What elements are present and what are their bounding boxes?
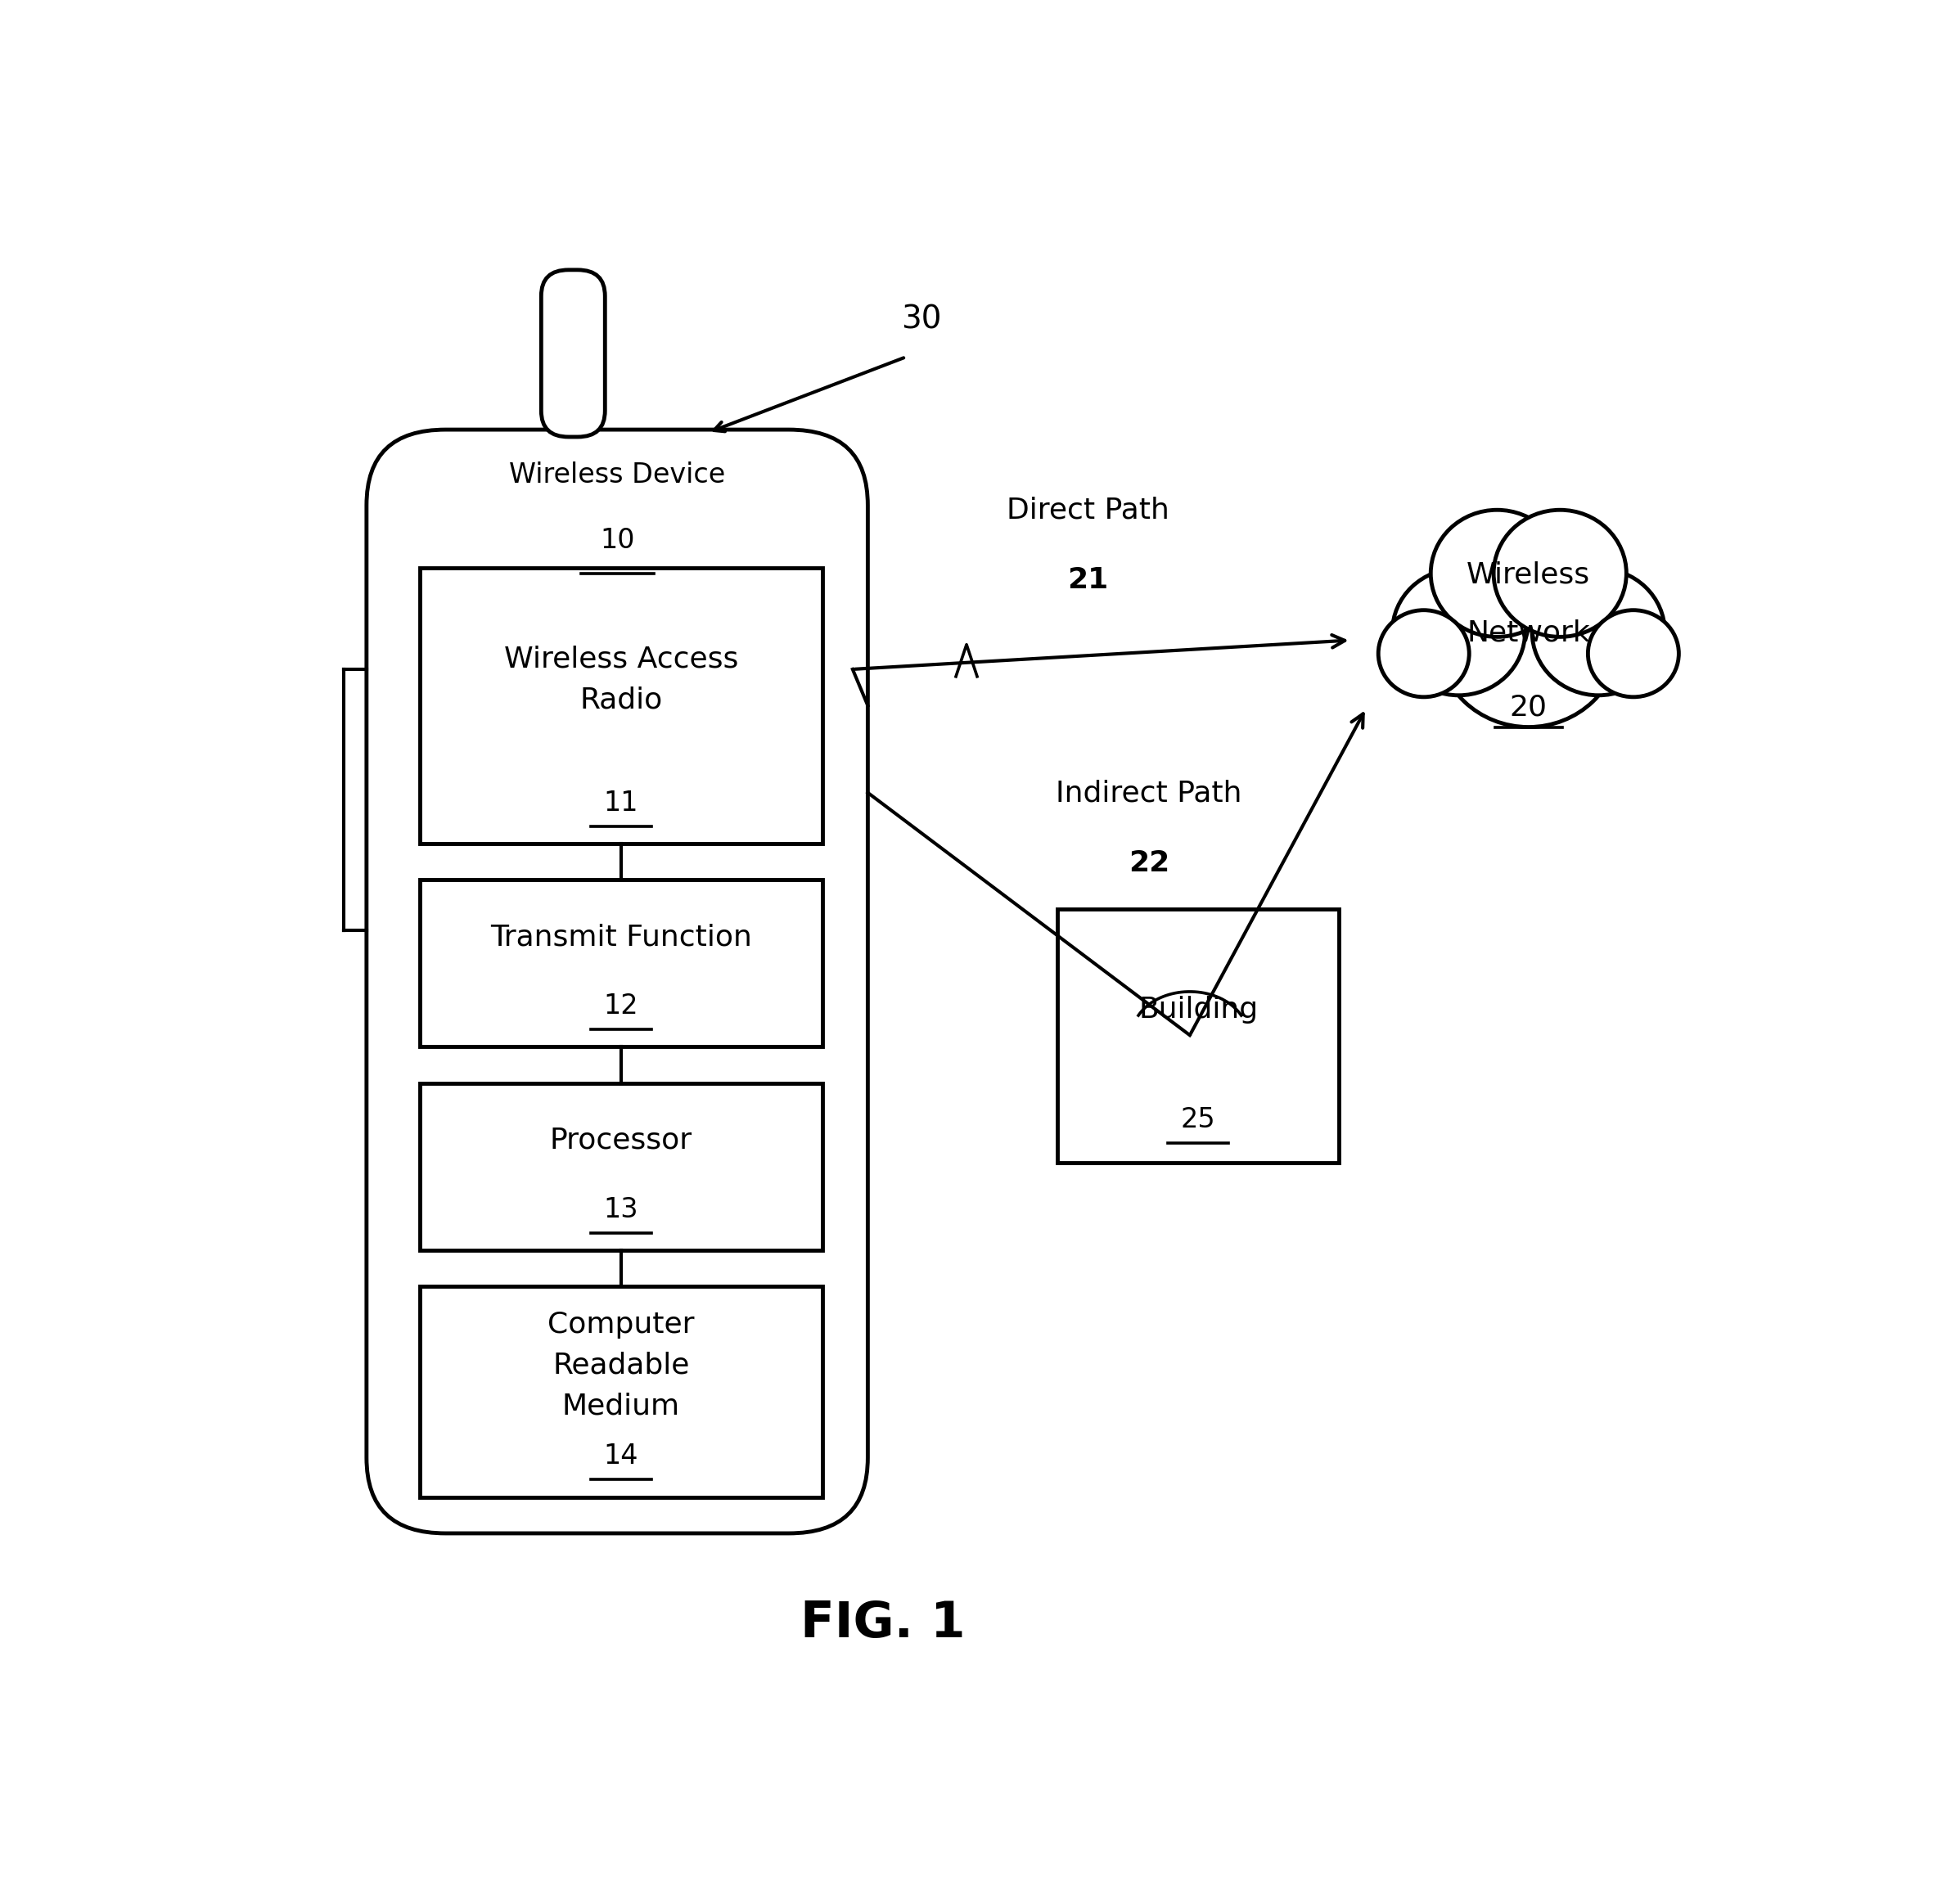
- Text: 20: 20: [1509, 692, 1546, 720]
- Text: Medium: Medium: [563, 1392, 680, 1420]
- Text: Wireless Access: Wireless Access: [504, 645, 739, 673]
- Text: Direct Path: Direct Path: [1007, 496, 1170, 524]
- Bar: [419, 1083, 823, 1250]
- Text: Radio: Radio: [580, 687, 662, 713]
- Bar: [419, 1286, 823, 1497]
- Text: 30: 30: [902, 304, 941, 336]
- Text: Computer: Computer: [547, 1311, 694, 1339]
- Bar: [419, 879, 823, 1047]
- Text: 14: 14: [604, 1443, 639, 1469]
- Text: 12: 12: [604, 992, 639, 1020]
- FancyBboxPatch shape: [367, 430, 868, 1533]
- Bar: [419, 568, 823, 843]
- Circle shape: [1392, 568, 1525, 696]
- Text: 11: 11: [604, 790, 639, 817]
- Circle shape: [1378, 611, 1470, 698]
- Text: Building: Building: [1139, 996, 1258, 1024]
- Text: Indirect Path: Indirect Path: [1056, 779, 1243, 807]
- Text: 25: 25: [1180, 1105, 1215, 1133]
- Text: 22: 22: [1129, 849, 1170, 877]
- Text: Wireless: Wireless: [1466, 560, 1590, 588]
- Text: Processor: Processor: [549, 1126, 692, 1154]
- Circle shape: [1588, 611, 1680, 698]
- Circle shape: [1439, 553, 1619, 726]
- Circle shape: [1533, 568, 1664, 696]
- Bar: [1058, 909, 1339, 1164]
- Text: Transmit Function: Transmit Function: [490, 924, 753, 951]
- Text: Readable: Readable: [553, 1352, 690, 1379]
- Text: 21: 21: [1068, 566, 1109, 594]
- FancyBboxPatch shape: [541, 270, 606, 438]
- Text: 13: 13: [604, 1196, 639, 1222]
- Text: Wireless Device: Wireless Device: [510, 462, 725, 488]
- Circle shape: [1431, 509, 1564, 637]
- Circle shape: [1494, 509, 1627, 637]
- Text: FIG. 1: FIG. 1: [800, 1599, 966, 1648]
- Text: 10: 10: [600, 526, 635, 554]
- Text: Network: Network: [1466, 619, 1590, 647]
